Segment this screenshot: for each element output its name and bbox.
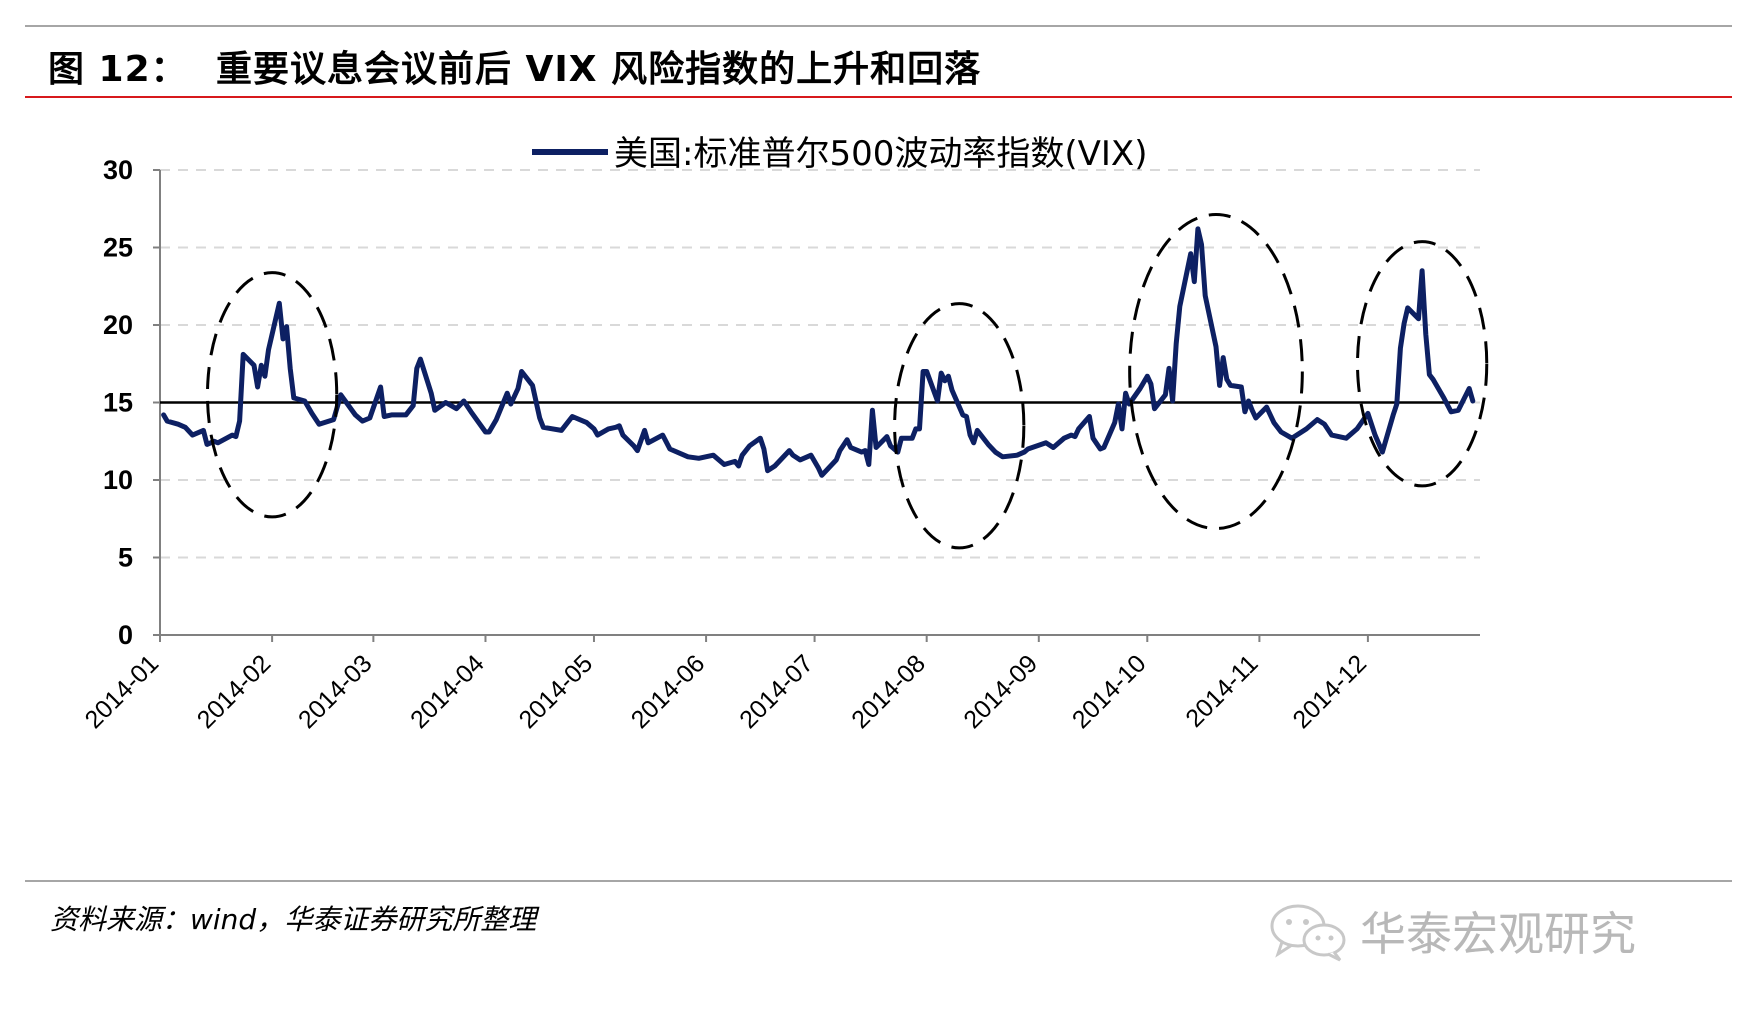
y-tick-label: 5 bbox=[118, 543, 133, 573]
y-tick-label: 15 bbox=[103, 388, 133, 418]
grid-lines bbox=[160, 169, 1480, 559]
watermark: 华泰宏观研究 bbox=[1268, 898, 1636, 964]
title-underline bbox=[25, 96, 1732, 98]
annotation-ellipse bbox=[1356, 240, 1489, 488]
x-tick-label: 2014-04 bbox=[405, 649, 490, 734]
x-tick-label: 2014-05 bbox=[514, 649, 599, 734]
y-tick-label: 10 bbox=[103, 465, 133, 495]
x-tick-label: 2014-03 bbox=[293, 649, 378, 734]
x-tick-label: 2014-11 bbox=[1180, 649, 1263, 732]
y-tick-label: 0 bbox=[118, 620, 133, 650]
x-tick-label: 2014-08 bbox=[846, 649, 931, 734]
y-tick-label: 20 bbox=[103, 310, 133, 340]
x-tick-label: 2014-06 bbox=[626, 649, 711, 734]
y-axis-ticks: 0 5 10 15 20 25 30 bbox=[103, 155, 160, 650]
x-tick-label: 2014-10 bbox=[1067, 649, 1152, 734]
annotation-ellipse bbox=[1128, 213, 1304, 530]
figure-title: 图 12： 重要议息会议前后 VIX 风险指数的上升和回落 bbox=[48, 40, 981, 92]
top-rule bbox=[25, 25, 1732, 27]
chart-legend: 美国:标准普尔500波动率指数(VIX) bbox=[532, 134, 1147, 174]
figure-label: 图 12： bbox=[48, 49, 188, 90]
vix-series-line bbox=[161, 226, 1476, 478]
x-tick-label: 2014-01 bbox=[80, 649, 165, 734]
annotation-ellipses bbox=[205, 213, 1489, 550]
x-tick-label: 2014-07 bbox=[734, 649, 819, 734]
bottom-rule bbox=[25, 880, 1732, 882]
y-tick-label: 25 bbox=[103, 233, 133, 263]
x-tick-label: 2014-09 bbox=[958, 649, 1043, 734]
legend-label: 美国:标准普尔500波动率指数(VIX) bbox=[614, 134, 1147, 174]
y-tick-label: 30 bbox=[103, 155, 133, 185]
annotation-ellipse bbox=[893, 302, 1026, 550]
x-tick-label: 2014-02 bbox=[192, 649, 277, 734]
source-note: 资料来源：wind，华泰证券研究所整理 bbox=[50, 903, 537, 936]
x-tick-label: 2014-12 bbox=[1287, 649, 1372, 734]
annotation-ellipse bbox=[205, 271, 339, 519]
watermark-text: 华泰宏观研究 bbox=[1360, 907, 1636, 961]
series-layer bbox=[161, 226, 1476, 478]
figure-title-text: 重要议息会议前后 VIX 风险指数的上升和回落 bbox=[216, 49, 982, 90]
x-axis-ticks: 2014-01 2014-02 2014-03 2014-04 2014-05 2014-… bbox=[80, 635, 1372, 734]
wechat-icon bbox=[1270, 904, 1346, 962]
